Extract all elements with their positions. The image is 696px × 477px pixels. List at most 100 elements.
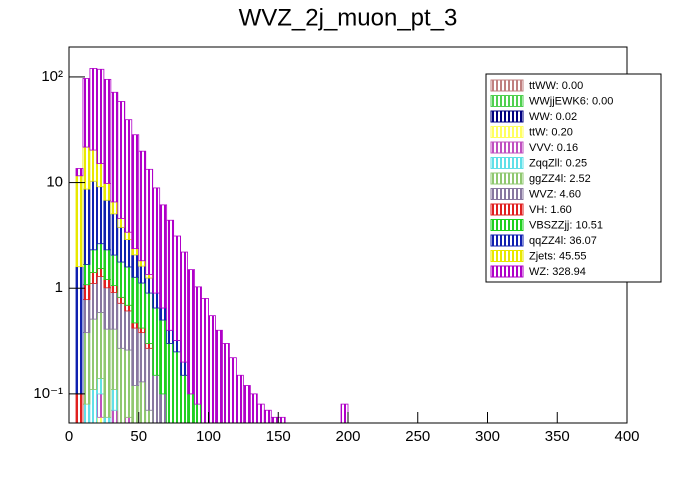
legend-label: Zjets: 45.55 [529,250,586,262]
histogram-segment [138,332,147,383]
histogram-segment [229,357,237,423]
legend-swatch [490,188,524,200]
histogram-segment [152,292,161,309]
histogram-segment [110,389,119,411]
histogram-segment [110,328,119,390]
histogram-segment [138,327,147,334]
histogram-segment [124,349,133,418]
histogram-segment [110,292,119,330]
legend-label: VBSZZjj: 10.51 [529,219,603,231]
legend-swatch [490,203,524,216]
x-tick-label: 50 [130,428,147,445]
chart-title: WVZ_2j_muon_pt_3 [239,4,458,31]
legend-swatch [490,157,524,169]
histogram-segment [96,186,105,245]
histogram-segment [117,302,126,349]
histogram-segment [138,260,147,267]
histogram-segment [110,91,119,203]
histogram-segment [145,277,154,294]
histogram-segment [131,248,140,256]
histogram-segment [131,134,140,250]
legend-label: WW: 0.02 [529,111,577,123]
histogram-segment [131,322,140,329]
histogram-segment [89,389,98,423]
x-tick-label: 350 [545,428,570,445]
histogram-segment [201,298,209,423]
histogram-segment [96,268,105,277]
histogram-segment [96,68,105,164]
histogram-segment [145,274,154,279]
legend-label: ggZZ4l: 2.52 [529,173,591,185]
histogram-segment [82,284,91,301]
histogram-segment [138,150,147,262]
histogram-segment [138,265,147,284]
histogram-segment [124,304,133,312]
histogram-segment [235,374,244,423]
legend-label: VVV: 0.16 [529,142,578,154]
histogram-segment [103,183,112,201]
axes: 0 50 100 150 200 250 300 350 400 10⁻¹ 1 10 10² [33,68,639,445]
legend-label: ttW: 0.20 [529,126,573,138]
x-tick-label: 300 [475,428,500,445]
histogram-segment [82,264,91,286]
histogram-segment [89,249,98,273]
histogram-segment [117,296,126,304]
histogram-segment [117,101,126,219]
histogram-segment [103,249,112,280]
y-tick-label: 1 [55,279,63,296]
histogram-segment [166,343,175,423]
histogram-segment [96,243,105,269]
histogram-segment [180,361,188,376]
histogram-segment [152,187,161,294]
histogram-segment [138,282,147,329]
y-tick-label: 10 [46,174,63,191]
histogram-segment [152,307,161,376]
histogram-segment [96,393,105,418]
histogram-segment [103,287,112,330]
x-tick-label: 0 [65,428,73,445]
histogram-segment [159,307,168,321]
histogram-segment [89,283,98,320]
histogram-segment [166,219,175,331]
histogram-segment [110,285,119,293]
histogram-segment [173,340,181,353]
histogram-segment [124,310,133,351]
histogram-segment [145,292,154,344]
legend: ttWW: 0.00 WWjjEWK6: 0.00 WW: 0.02 ttW: 0.2… [485,73,662,283]
histogram-segment [166,329,175,344]
legend-swatch [490,172,524,185]
histogram-segment [96,163,105,188]
histogram-segment [173,351,181,423]
histogram-segment [110,201,119,215]
y-tick-label: 10² [41,68,63,85]
legend-label: ZqqZll: 0.25 [529,157,587,169]
legend-swatch [490,250,524,262]
histogram-segment [124,239,133,268]
histogram-segment [159,319,168,395]
x-tick-label: 200 [335,428,360,445]
legend-swatch [490,234,524,247]
x-tick-label: 100 [196,428,221,445]
x-tick-label: 150 [266,428,291,445]
legend-label: WWjjEWK6: 0.00 [529,95,613,107]
histogram-segment [103,199,112,251]
histogram-segment [131,276,140,324]
legend-swatch [490,219,524,231]
histogram-segment [124,119,133,233]
histogram-segment [110,213,119,256]
histogram-segment [187,269,195,395]
plot-area [75,68,349,423]
histogram-segment [103,78,112,184]
histogram-segment [89,68,98,151]
legend-swatch [490,126,524,138]
histogram-segment [222,343,230,423]
histogram-segment [96,312,105,379]
histogram-segment [103,279,112,289]
legend-swatch [490,79,524,92]
histogram-segment [75,175,84,268]
histogram-segment [117,261,126,298]
histogram-segment [89,149,98,182]
legend-label: ttWW: 0.00 [529,80,583,92]
